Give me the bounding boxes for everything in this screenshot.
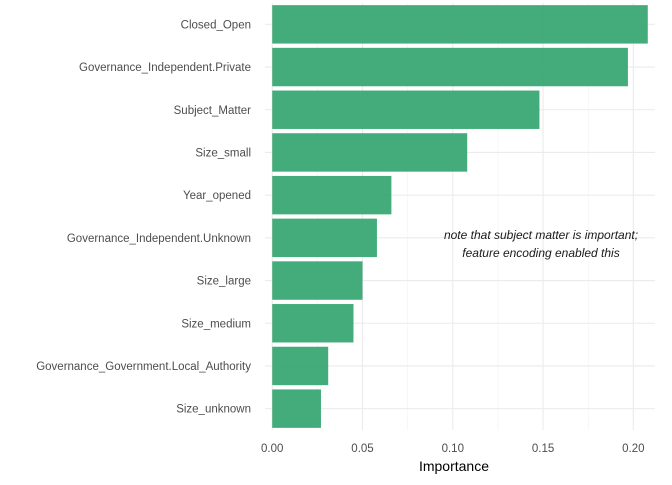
x-tick-label: 0.05 [351,443,373,455]
category-label: Governance_Government.Local_Authority [36,361,251,373]
bar [272,5,648,44]
bar-layer [272,5,648,428]
category-label: Governance_Independent.Unknown [67,233,251,245]
bar [272,47,628,87]
bar [272,261,363,300]
x-tick-label: 0.00 [261,443,283,455]
category-label: Size_small [195,147,251,159]
category-label: Governance_Independent.Private [79,62,251,74]
category-label: Size_large [197,276,251,288]
annotation-line: feature encoding enabled this [462,246,619,260]
category-label: Year_opened [183,190,251,202]
category-label: Size_unknown [176,404,251,416]
category-labels: Closed_Open Governance_Independent.Privat… [36,19,251,415]
x-tick-label: 0.15 [532,443,554,455]
x-tick-label: 0.10 [442,443,464,455]
bar [272,133,468,172]
x-axis-title: Importance [419,458,489,474]
x-tick-label: 0.20 [622,443,644,455]
annotation-line: note that subject matter is important; [444,228,638,242]
category-label: Subject_Matter [174,105,252,117]
category-label: Closed_Open [181,19,251,31]
bar [272,346,329,386]
bar [272,90,540,129]
x-tick-labels: 0.00 0.05 0.10 0.15 0.20 [261,443,645,455]
category-label: Size_medium [181,318,251,330]
annotation: note that subject matter is important; fe… [444,228,638,260]
bar [272,304,354,343]
bar [272,218,377,258]
bar [272,389,321,428]
bar [272,175,392,215]
